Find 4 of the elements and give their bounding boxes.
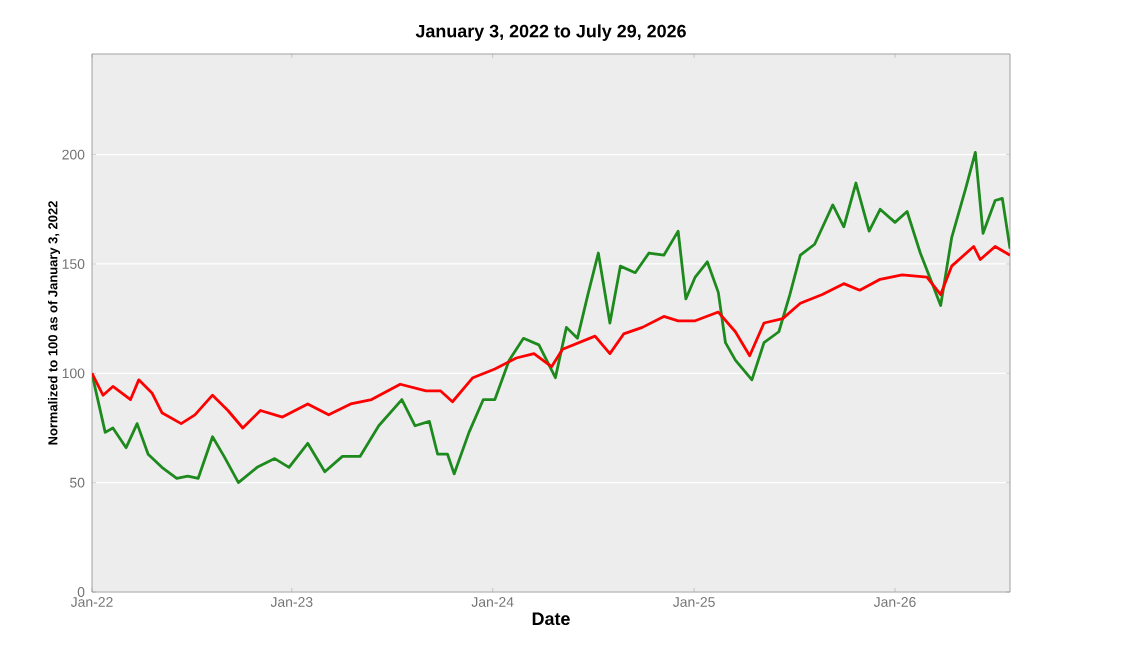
line-series	[92, 151, 1011, 485]
line-series	[92, 245, 1011, 430]
chart-title: January 3, 2022 to July 29, 2026	[415, 24, 686, 41]
x-axis-title: Date	[532, 612, 570, 626]
